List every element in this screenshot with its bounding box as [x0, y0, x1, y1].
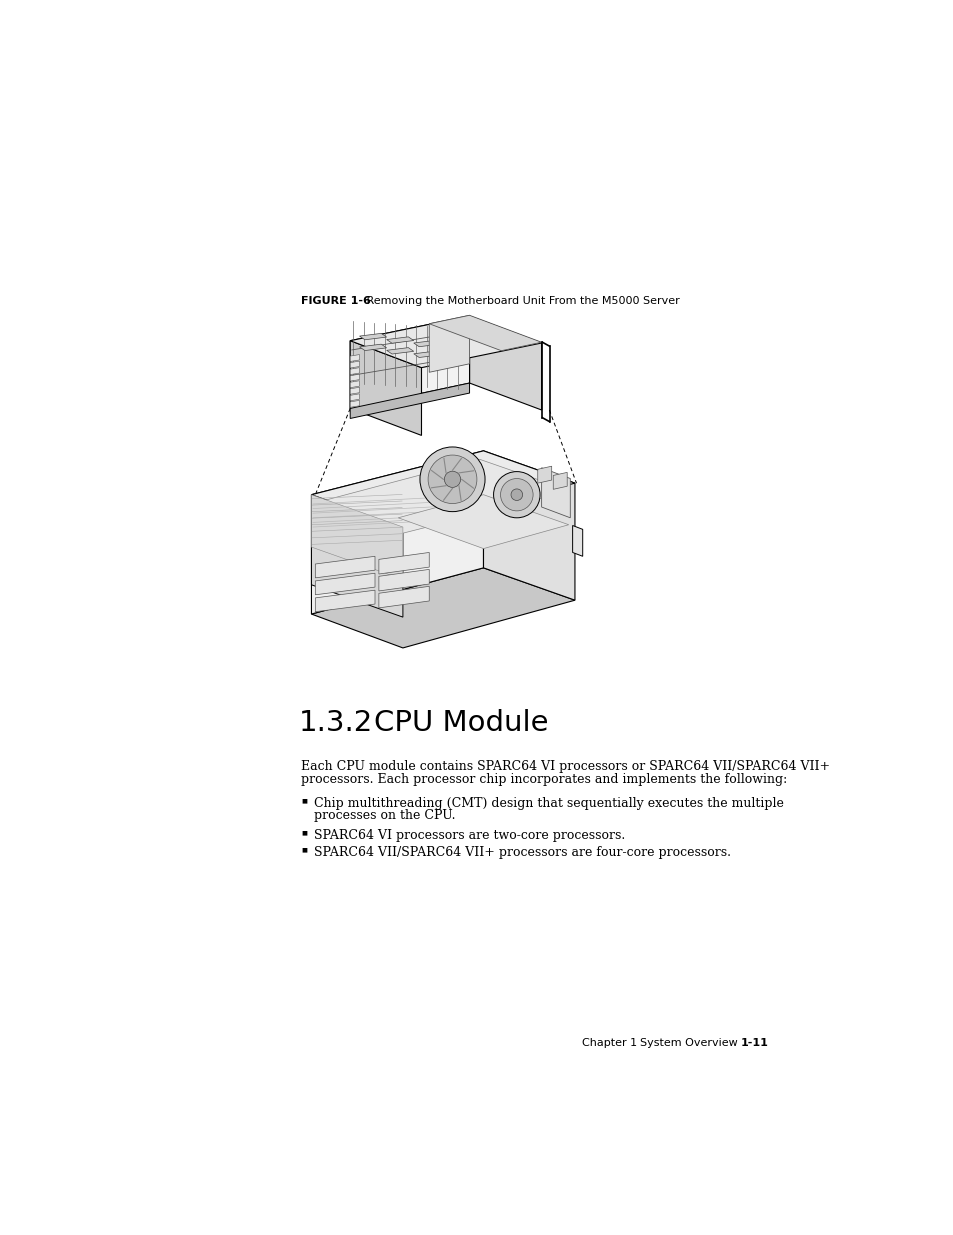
Polygon shape: [315, 573, 375, 595]
Polygon shape: [311, 495, 402, 579]
Polygon shape: [429, 315, 469, 372]
Text: processes on the CPU.: processes on the CPU.: [314, 809, 455, 821]
Polygon shape: [350, 374, 359, 382]
Polygon shape: [311, 568, 575, 648]
Polygon shape: [541, 468, 570, 517]
Polygon shape: [429, 315, 541, 351]
Polygon shape: [378, 587, 429, 608]
Polygon shape: [311, 451, 575, 527]
Circle shape: [428, 454, 476, 504]
Circle shape: [444, 472, 460, 488]
Polygon shape: [572, 526, 582, 556]
Text: 1.3.2: 1.3.2: [298, 709, 373, 737]
Polygon shape: [553, 472, 567, 489]
Circle shape: [419, 447, 484, 511]
Circle shape: [511, 489, 522, 500]
Polygon shape: [386, 337, 414, 343]
Polygon shape: [440, 343, 468, 351]
Polygon shape: [316, 459, 570, 534]
Polygon shape: [414, 351, 440, 357]
Polygon shape: [397, 495, 568, 548]
Text: ■: ■: [301, 799, 307, 804]
Text: 1-11: 1-11: [740, 1037, 768, 1047]
Text: ■: ■: [301, 830, 307, 835]
Polygon shape: [315, 556, 375, 578]
Polygon shape: [311, 451, 483, 614]
Text: CPU Module: CPU Module: [374, 709, 548, 737]
Polygon shape: [350, 354, 359, 362]
Polygon shape: [315, 590, 375, 611]
Circle shape: [500, 478, 533, 511]
Polygon shape: [483, 451, 575, 600]
Text: FIGURE 1-6: FIGURE 1-6: [300, 296, 370, 306]
Polygon shape: [350, 394, 359, 401]
Text: ■: ■: [301, 847, 307, 852]
Text: System Overview: System Overview: [639, 1037, 737, 1047]
Polygon shape: [350, 400, 359, 408]
Text: SPARC64 VI processors are two-core processors.: SPARC64 VI processors are two-core proce…: [314, 829, 624, 842]
Polygon shape: [378, 552, 429, 574]
Polygon shape: [359, 345, 386, 351]
Polygon shape: [350, 361, 359, 368]
Polygon shape: [350, 316, 469, 409]
Text: Chapter 1: Chapter 1: [581, 1037, 637, 1047]
Polygon shape: [414, 341, 440, 347]
Polygon shape: [386, 347, 414, 354]
Polygon shape: [350, 341, 421, 436]
Polygon shape: [469, 316, 541, 410]
Polygon shape: [537, 466, 551, 483]
Polygon shape: [378, 569, 429, 592]
Polygon shape: [350, 388, 359, 394]
Polygon shape: [350, 316, 541, 368]
Circle shape: [493, 472, 539, 517]
Polygon shape: [350, 383, 469, 419]
Polygon shape: [311, 495, 402, 618]
Text: Removing the Motherboard Unit From the M5000 Server: Removing the Motherboard Unit From the M…: [356, 296, 679, 306]
Text: Chip multithreading (CMT) design that sequentially executes the multiple: Chip multithreading (CMT) design that se…: [314, 798, 782, 810]
Text: Each CPU module contains SPARC64 VI processors or SPARC64 VII/SPARC64 VII+: Each CPU module contains SPARC64 VI proc…: [300, 761, 829, 773]
Text: processors. Each processor chip incorporates and implements the following:: processors. Each processor chip incorpor…: [300, 773, 786, 785]
Polygon shape: [350, 368, 359, 374]
Polygon shape: [440, 354, 468, 361]
Text: SPARC64 VII/SPARC64 VII+ processors are four-core processors.: SPARC64 VII/SPARC64 VII+ processors are …: [314, 846, 730, 858]
Polygon shape: [350, 380, 359, 388]
Polygon shape: [359, 333, 386, 340]
